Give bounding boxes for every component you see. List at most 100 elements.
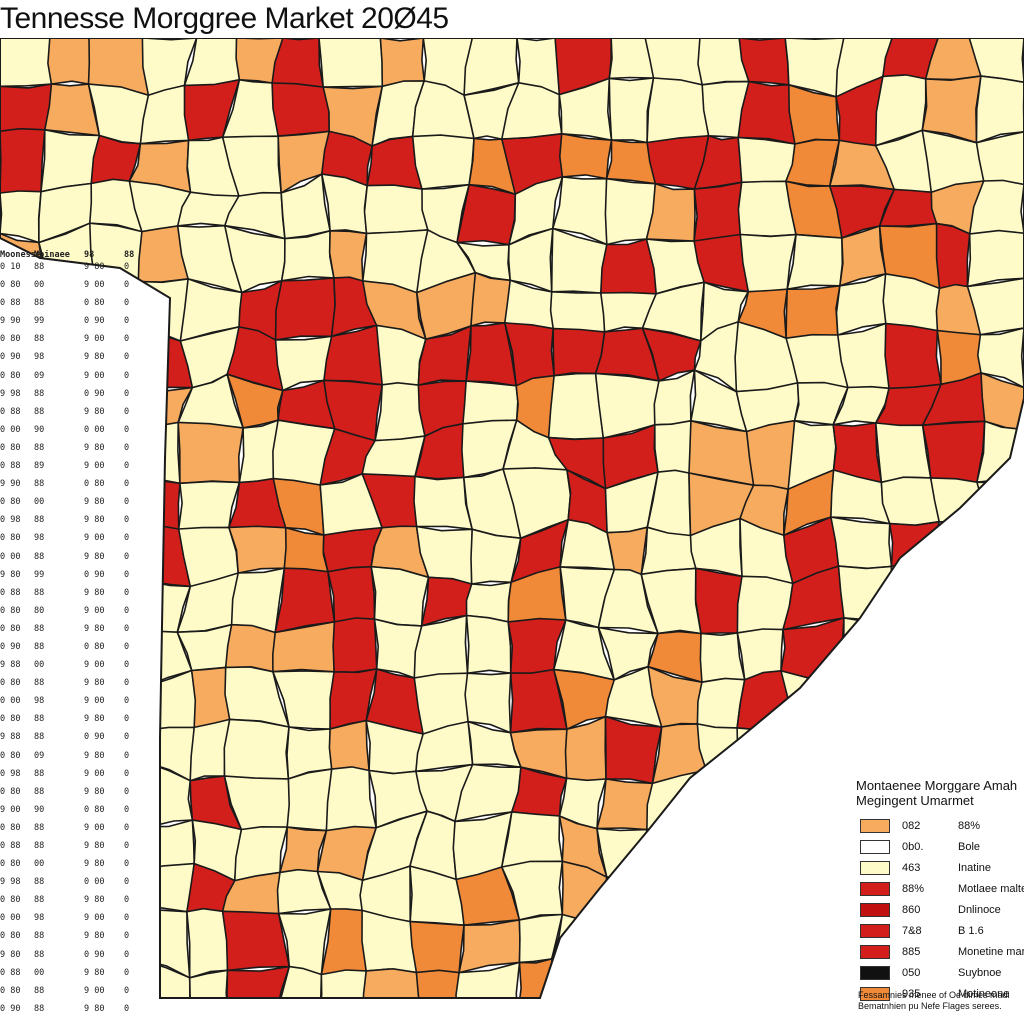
- legend-item: 88% Motlaee malte: [860, 881, 1024, 897]
- county: [286, 768, 333, 832]
- side-table-cell: 0 80: [0, 533, 21, 544]
- side-table-cell: 88: [34, 786, 45, 797]
- side-table-row: 0 90 98 9 80 0: [0, 352, 150, 370]
- side-table-cell: 89: [34, 461, 45, 472]
- side-table-cell: 88: [34, 714, 45, 725]
- side-table-cell: 98: [34, 913, 45, 924]
- county: [694, 567, 743, 635]
- county: [976, 327, 1024, 389]
- legend-item: 860 Dnlinoce: [860, 902, 1001, 918]
- side-table-cell: 90: [34, 804, 45, 815]
- county: [462, 380, 519, 426]
- side-table-row: 0 90 88 0 80 0: [0, 642, 150, 660]
- side-table-cell: 0: [124, 424, 130, 435]
- county: [737, 136, 796, 185]
- county: [968, 179, 1024, 235]
- side-table-cell: 0 80: [0, 623, 21, 634]
- legend-value: 935: [902, 988, 921, 1000]
- side-table-cell: 0 80: [0, 370, 21, 381]
- side-table-row: 0 10 88 9 80 0: [0, 262, 150, 280]
- legend-value: 082: [902, 820, 921, 832]
- side-table-row: 0 80 00 9 00 0: [0, 280, 150, 298]
- side-table-cell: 00: [34, 967, 45, 978]
- county: [973, 521, 1024, 575]
- county: [780, 815, 839, 880]
- side-table-cell: 0 90: [84, 732, 105, 743]
- side-table-cell: 0: [124, 479, 130, 490]
- county: [975, 673, 1024, 724]
- county: [831, 713, 892, 771]
- county: [415, 969, 461, 998]
- side-table-cell: 0: [124, 605, 130, 616]
- side-table-cell: 0 80: [0, 678, 21, 689]
- county: [188, 969, 229, 998]
- side-table-row: 0 88 88 9 80 0: [0, 407, 150, 425]
- side-table-cell: 9 80: [84, 442, 105, 453]
- side-table-cell: 9 00: [84, 461, 105, 472]
- side-table-cell: 00: [34, 280, 45, 291]
- side-table-row: 9 88 00 9 00 0: [0, 660, 150, 678]
- side-table-row: 9 98 88 0 90 0: [0, 389, 150, 407]
- county: [645, 182, 696, 242]
- legend-item: 082 88%: [860, 818, 980, 834]
- side-table-cell: 9 80: [84, 515, 105, 526]
- side-table-cell: 88: [34, 262, 45, 272]
- county: [595, 914, 662, 977]
- county: [781, 729, 845, 770]
- side-table-header-cell: 98: [84, 250, 95, 260]
- county: [837, 565, 893, 625]
- side-table-cell: 9 00: [84, 696, 105, 707]
- county: [516, 958, 563, 998]
- county: [745, 419, 796, 491]
- county: [780, 669, 839, 736]
- side-table-cell: 9 80: [0, 949, 21, 960]
- side-table-cell: 0 90: [0, 641, 21, 652]
- side-table-row: 0 80 88 9 80 0: [0, 678, 150, 696]
- county: [226, 965, 291, 998]
- county: [836, 322, 890, 390]
- side-table-row: 0 88 00 9 80 0: [0, 968, 150, 986]
- side-table-cell: 0 80: [0, 786, 21, 797]
- side-table-cell: 0 80: [0, 605, 21, 616]
- page-title: Tennesse Morggree Market 20Ø45: [0, 2, 449, 35]
- side-table-cell: 9 80: [84, 551, 105, 562]
- county: [653, 419, 694, 475]
- side-table-row: 9 98 88 0 00 0: [0, 877, 150, 895]
- side-table-cell: 9 80: [84, 750, 105, 761]
- county: [274, 965, 323, 998]
- side-table-cell: 0 90: [0, 352, 21, 363]
- footnote: Fessamnies menee of Oe dimes madi Bematn…: [858, 990, 1024, 1012]
- county: [970, 566, 1024, 635]
- county: [785, 285, 841, 340]
- side-table-row: 9 00 90 0 80 0: [0, 805, 150, 823]
- county: [550, 958, 615, 998]
- county: [781, 764, 845, 828]
- side-table-cell: 0 00: [0, 551, 21, 562]
- county: [738, 762, 790, 828]
- side-table-cell: 0: [124, 623, 130, 634]
- county: [547, 372, 605, 440]
- legend-title-line2: Megingent Umarmet: [856, 793, 974, 808]
- county: [228, 525, 288, 574]
- county: [975, 131, 1024, 186]
- county: [966, 229, 1024, 288]
- side-table-cell: 88: [34, 479, 45, 490]
- county: [733, 960, 798, 998]
- county: [653, 964, 708, 998]
- county: [642, 861, 708, 928]
- county: [328, 719, 370, 772]
- side-table-cell: 90: [34, 424, 45, 435]
- legend-swatch: [860, 819, 890, 833]
- side-table-cell: 0: [124, 841, 130, 851]
- side-table-cell: 88: [34, 515, 45, 526]
- side-table-cell: 9 90: [0, 316, 21, 327]
- county: [887, 713, 936, 771]
- side-table-cell: 0 88: [0, 841, 21, 851]
- side-table-cell: 9 00: [84, 370, 105, 381]
- county: [689, 813, 745, 874]
- side-table-cell: 9 00: [84, 660, 105, 671]
- side-table-row: 0 80 88 9 80 0: [0, 624, 150, 642]
- side-table-cell: 0: [124, 388, 130, 399]
- side-table-cell: 88: [34, 822, 45, 833]
- legend-value: 860: [902, 904, 921, 916]
